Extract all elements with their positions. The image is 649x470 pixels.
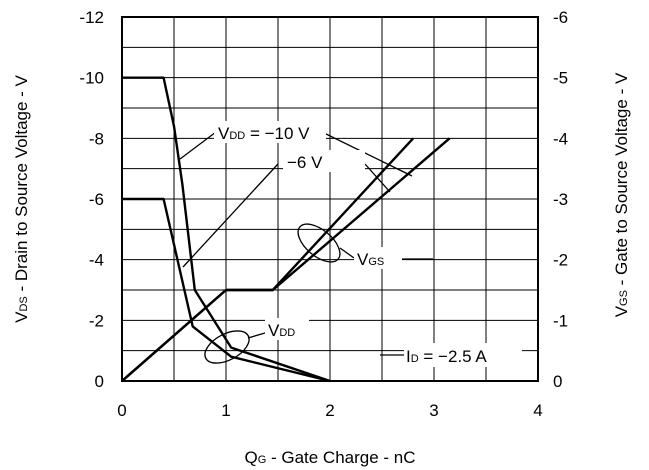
y-axis-left-label: VDS - Drain to Source Voltage - V xyxy=(12,74,31,322)
y-left-tick-label: -6 xyxy=(89,190,104,209)
vdd6-leader-right xyxy=(364,163,391,193)
x-tick-label: 1 xyxy=(221,401,230,420)
vdd-leader xyxy=(247,332,266,339)
vgs-label-bg xyxy=(354,247,402,269)
series-line-4 xyxy=(121,137,451,382)
id-label-bg xyxy=(404,343,522,367)
vdd6-label: −6 V xyxy=(287,153,323,172)
y-right-tick-label: -5 xyxy=(553,69,568,88)
vgs-leader xyxy=(339,247,355,259)
x-tick-label: 4 xyxy=(533,401,542,420)
vdd6-label-bg xyxy=(283,150,365,172)
vdd-ellipse xyxy=(204,330,250,364)
y-right-tick-label: -6 xyxy=(553,8,568,27)
vgs-label: VGS xyxy=(357,250,384,269)
y-left-tick-label: -4 xyxy=(89,251,104,270)
vdd10-label-bg xyxy=(214,121,326,143)
x-tick-label: 2 xyxy=(325,401,334,420)
vdd10-label: VDD = −10 V xyxy=(218,124,310,143)
y-right-tick-label: -3 xyxy=(553,190,568,209)
vdd-label: VDD xyxy=(268,321,295,340)
y-left-tick-label: -12 xyxy=(79,8,104,27)
id-label: ID = −2.5 A xyxy=(406,347,487,366)
y-right-tick-label: -2 xyxy=(553,251,568,270)
y-right-tick-label: -4 xyxy=(553,129,568,148)
annotation-marks xyxy=(179,131,433,364)
data-series xyxy=(121,76,451,383)
y-left-tick-label: 0 xyxy=(95,372,104,391)
vdd-label-bg xyxy=(265,318,309,340)
vdd6-leader-left xyxy=(182,163,279,268)
vdd10-leader-right xyxy=(321,131,413,177)
tick-labels: 0 1 2 3 40-2-4-6-8-10-120-1-2-3-4-5-6 xyxy=(79,8,568,420)
y-left-tick-label: -10 xyxy=(79,69,104,88)
y-right-tick-label: 0 xyxy=(553,372,562,391)
y-right-tick-label: -1 xyxy=(553,311,568,330)
plot-frame xyxy=(121,16,539,382)
x-tick-label: 3 xyxy=(429,401,438,420)
y-axis-right-label: VGS - Gate to Source Voltage - V xyxy=(612,72,631,317)
series-line-1 xyxy=(122,76,331,383)
y-left-tick-label: -8 xyxy=(89,129,104,148)
x-tick-label: 0 xyxy=(117,401,126,420)
y-left-tick-label: -2 xyxy=(89,311,104,330)
vgs-ellipse xyxy=(297,223,341,263)
vdd10-leader-left xyxy=(179,131,217,160)
series-line-2 xyxy=(122,197,331,383)
x-axis-label: QG - Gate Charge - nC xyxy=(244,448,415,467)
